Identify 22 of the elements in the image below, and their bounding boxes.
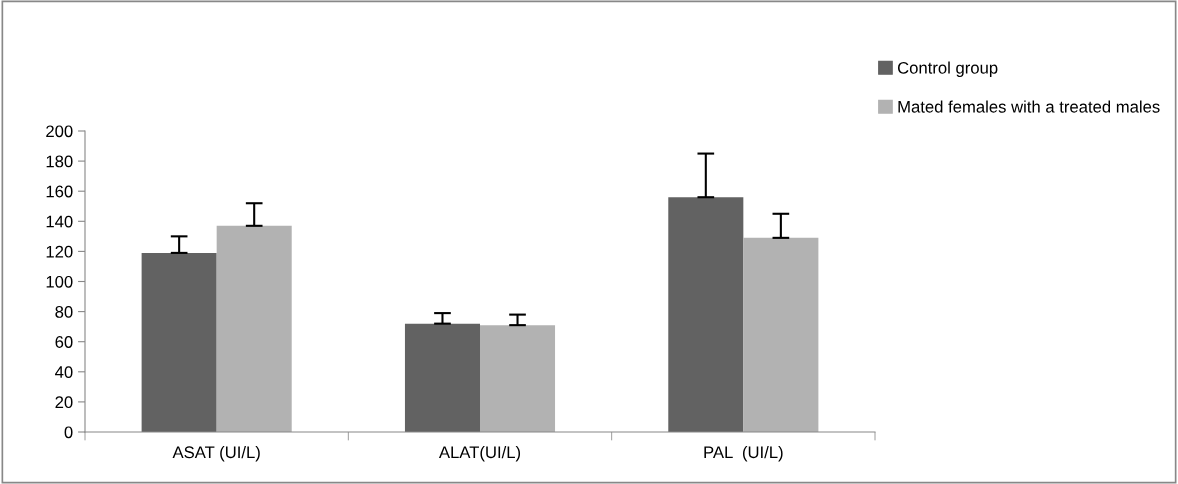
y-tick-label: 100 [46,275,73,288]
legend-label: Control group [897,61,998,78]
x-tick-label: ASAT (UI/L) [172,445,260,462]
y-tick-label: 140 [46,215,73,228]
y-tick-label: 40 [55,366,73,378]
bar [141,252,217,432]
bar [743,237,819,432]
y-tick-label: 200 [46,125,73,138]
bar [480,325,556,432]
y-tick-label: 0 [64,426,73,439]
x-tick-label: PAL (UI/L) [704,445,783,462]
y-tick-label: 60 [55,336,73,348]
y-tick-label: 20 [55,396,73,409]
legend-label: Mated females with a treated males [898,100,1160,113]
y-tick-label: 180 [46,155,73,168]
bar [404,323,480,432]
bar [668,197,744,432]
bar [216,225,292,432]
x-tick-label: ALAT(UI/L) [438,445,521,462]
y-tick-label: 80 [55,306,73,318]
y-tick-label: 120 [46,245,73,258]
y-tick-label: 160 [46,185,73,198]
